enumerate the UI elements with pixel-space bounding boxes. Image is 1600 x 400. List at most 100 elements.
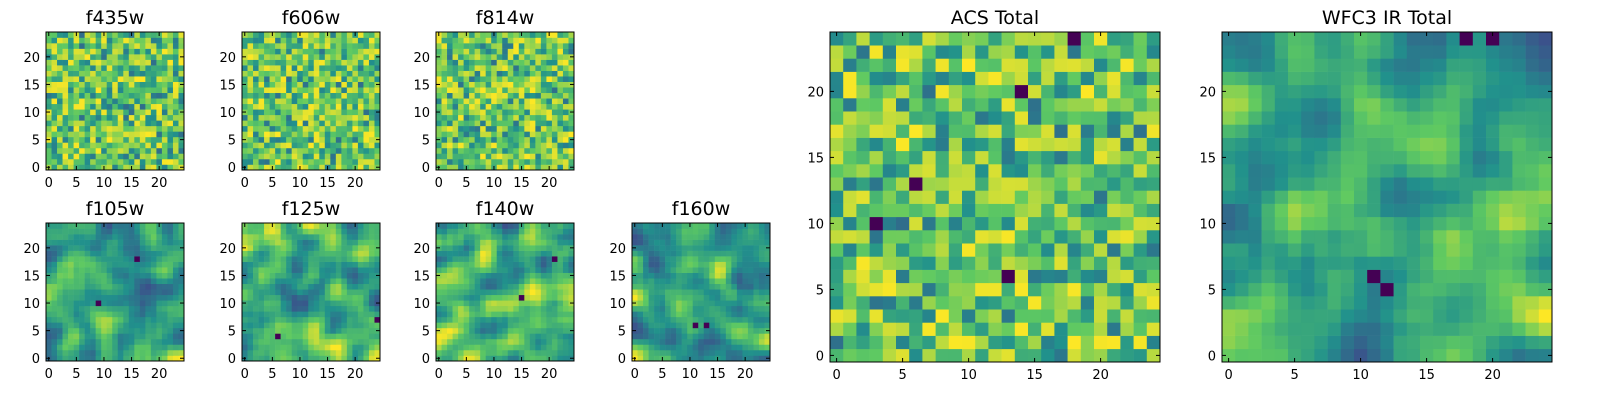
heatmap-cell <box>692 278 699 285</box>
heatmap-cell <box>57 267 63 273</box>
heatmap-cell <box>172 109 179 116</box>
heatmap-cell <box>145 43 152 49</box>
heatmap-cell <box>106 294 113 301</box>
heatmap-cell <box>106 114 113 121</box>
heatmap-cell <box>161 32 168 38</box>
heatmap-cell <box>291 267 298 273</box>
heatmap-cell <box>935 309 950 323</box>
heatmap-cell <box>150 245 157 251</box>
heatmap-cell <box>557 109 564 116</box>
heatmap-cell <box>264 316 270 323</box>
heatmap-cell <box>247 81 254 88</box>
heatmap-cell <box>948 322 963 336</box>
heatmap-cell <box>139 54 146 60</box>
heatmap-cell <box>540 43 547 49</box>
heatmap-cell <box>681 283 688 290</box>
heatmap-cell <box>562 125 569 132</box>
heatmap-cell <box>632 333 638 340</box>
heatmap-cell <box>150 327 157 334</box>
heatmap-cell <box>156 289 163 296</box>
heatmap-cell <box>480 147 486 154</box>
heatmap-cell <box>975 348 989 363</box>
heatmap-cell <box>139 261 146 268</box>
heatmap-cell <box>1146 256 1161 270</box>
heatmap-cell <box>269 158 276 165</box>
heatmap-cell <box>447 147 453 154</box>
heatmap-cell <box>280 76 287 82</box>
heatmap-cell <box>156 261 163 268</box>
heatmap-cell <box>676 228 682 235</box>
heatmap-cell <box>896 296 910 310</box>
heatmap-cell <box>882 203 897 218</box>
heatmap-cell <box>507 158 514 165</box>
heatmap-cell <box>139 327 146 334</box>
heatmap-cell <box>73 131 80 138</box>
heatmap-cell <box>145 37 152 44</box>
heatmap-cell <box>112 283 119 290</box>
heatmap-cell <box>297 316 304 323</box>
heatmap-cell <box>869 256 884 270</box>
heatmap-cell <box>441 87 448 94</box>
heatmap-cell <box>128 261 135 268</box>
heatmap-cell <box>275 81 281 88</box>
heatmap-cell <box>714 327 721 334</box>
heatmap-cell <box>172 158 179 165</box>
heatmap-cell <box>480 164 486 171</box>
heatmap-cell <box>172 114 179 121</box>
heatmap-cell <box>458 261 464 268</box>
heatmap-cell <box>676 349 682 356</box>
heatmap-cell <box>648 272 655 279</box>
heatmap-cell <box>546 48 553 55</box>
heatmap-cell <box>150 120 157 127</box>
heatmap-cell <box>463 142 470 149</box>
heatmap-cell <box>447 316 453 323</box>
heatmap-cell <box>46 70 52 77</box>
heatmap-cell <box>363 311 370 318</box>
heatmap-cell <box>264 59 270 66</box>
heatmap-cell <box>258 32 265 38</box>
heatmap-cell <box>447 158 453 165</box>
heatmap-cell <box>524 344 531 351</box>
heatmap-cell <box>1041 164 1055 178</box>
heatmap-cell <box>731 327 738 334</box>
heatmap-cell <box>452 311 459 318</box>
heatmap-cell <box>123 87 130 94</box>
heatmap-cell <box>502 349 509 356</box>
heatmap-cell <box>313 272 320 279</box>
heatmap-cell <box>551 300 558 307</box>
heatmap-cell <box>648 322 655 329</box>
heatmap-cell <box>167 256 174 262</box>
heatmap-cell <box>856 177 870 191</box>
heatmap-cell <box>363 147 370 154</box>
heatmap-cell <box>242 322 248 329</box>
heatmap-cell <box>308 76 315 82</box>
heatmap-cell <box>654 272 660 279</box>
heatmap-cell <box>507 59 514 66</box>
heatmap-cell <box>869 269 884 284</box>
heatmap-cell <box>463 81 470 88</box>
heatmap-cell <box>308 338 315 345</box>
heatmap-cell <box>73 158 80 165</box>
heatmap-cell <box>357 239 364 246</box>
heatmap-cell <box>948 177 963 191</box>
heatmap-cell <box>518 103 525 110</box>
heatmap-cell <box>363 349 370 356</box>
heatmap-cell <box>247 142 254 149</box>
heatmap-cell <box>562 256 569 262</box>
heatmap-cell <box>447 234 453 240</box>
y-tick-label: 10 <box>23 297 40 312</box>
heatmap-cell <box>687 267 694 273</box>
heatmap-cell <box>330 131 337 138</box>
heatmap-cell <box>703 355 710 362</box>
heatmap-cell <box>670 261 677 268</box>
heatmap-cell <box>324 114 331 121</box>
heatmap-cell <box>562 81 569 88</box>
heatmap-cell <box>291 300 298 307</box>
heatmap-cell <box>51 256 58 262</box>
heatmap-cell <box>308 327 315 334</box>
heatmap-cell <box>568 70 575 77</box>
heatmap-cell <box>313 305 320 312</box>
heatmap-cell <box>313 234 320 240</box>
heatmap-cell <box>150 153 157 160</box>
